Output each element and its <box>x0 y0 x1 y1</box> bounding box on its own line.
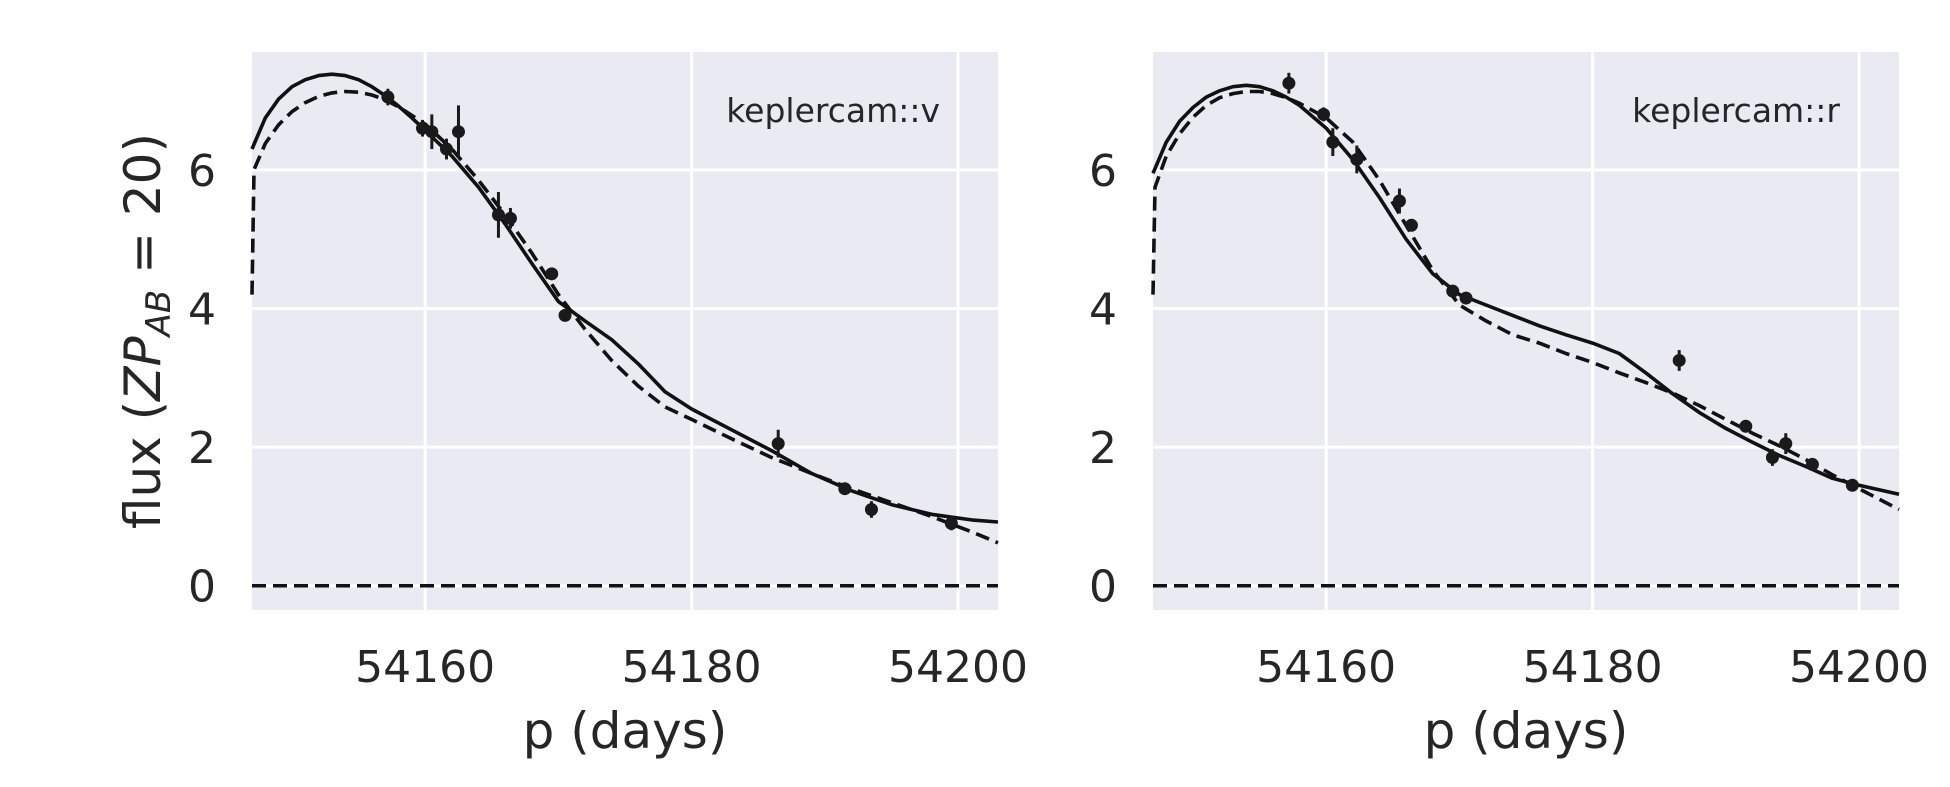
data-point <box>1446 284 1460 298</box>
data-point <box>558 308 572 322</box>
band-label-v: keplercam::v <box>726 91 940 130</box>
data-point <box>771 437 785 451</box>
panel-r: 54160 54180 54200 0 2 4 6 keplercam::r p (day… <box>1089 52 1929 760</box>
y-tick-label: 2 <box>188 423 216 474</box>
y-tick-labels-r: 0 2 4 6 <box>1089 146 1117 613</box>
x-tick-label: 54200 <box>888 642 1028 693</box>
y-axis-label-symbol: ZP <box>114 336 172 403</box>
data-point <box>1350 152 1364 166</box>
model-curve-dashed <box>1151 89 1900 512</box>
x-tick-labels-r: 54160 54180 54200 <box>1256 642 1929 693</box>
data-point <box>1845 478 1859 492</box>
y-tick-label: 4 <box>188 284 216 335</box>
data-point <box>1672 353 1686 367</box>
y-tick-label: 4 <box>1089 284 1117 335</box>
x-tick-label: 54180 <box>1523 642 1663 693</box>
model-curves-v <box>250 72 999 545</box>
model-curve-dashed <box>250 89 999 545</box>
model-curves-r <box>1151 83 1900 512</box>
y-tick-label: 6 <box>1089 146 1117 197</box>
y-axis-label-subscript: AB <box>139 290 179 339</box>
data-point <box>439 142 453 156</box>
y-axis-label-prefix: flux ( <box>114 401 172 529</box>
data-point <box>1392 194 1406 208</box>
y-axis-label: flux (ZPAB = 20) <box>114 133 179 529</box>
panel-v: 54160 54180 54200 0 2 4 6 keplercam::v p (day… <box>114 52 1028 760</box>
band-label-r: keplercam::r <box>1632 91 1840 130</box>
data-point <box>503 211 517 225</box>
data-point <box>944 516 958 530</box>
x-tick-label: 54180 <box>622 642 762 693</box>
y-tick-label: 0 <box>188 562 216 613</box>
data-point <box>1282 76 1296 90</box>
x-axis-label-r: p (days) <box>1424 702 1629 760</box>
plot-area-v <box>252 52 998 610</box>
data-point <box>1765 451 1779 465</box>
data-point <box>1739 419 1753 433</box>
data-point <box>864 502 878 516</box>
data-point <box>545 267 559 281</box>
y-tick-label: 6 <box>188 146 216 197</box>
y-axis-label-suffix: = 20) <box>114 133 172 290</box>
y-tick-label: 0 <box>1089 562 1117 613</box>
x-tick-labels-v: 54160 54180 54200 <box>355 642 1028 693</box>
model-curve-solid <box>1151 83 1900 496</box>
data-point <box>838 482 852 496</box>
data-points-v <box>381 88 958 531</box>
data-point <box>1404 218 1418 232</box>
x-tick-label: 54160 <box>1256 642 1396 693</box>
x-axis-label-v: p (days) <box>523 702 728 760</box>
data-point <box>451 125 465 139</box>
data-point <box>1317 107 1331 121</box>
x-tick-label: 54200 <box>1789 642 1929 693</box>
data-point <box>1326 135 1340 149</box>
data-point <box>491 208 505 222</box>
data-point <box>1459 291 1473 305</box>
data-point <box>1805 457 1819 471</box>
x-tick-label: 54160 <box>355 642 495 693</box>
data-points-r <box>1282 72 1859 492</box>
data-point <box>1779 437 1793 451</box>
data-point <box>425 125 439 139</box>
data-point <box>381 90 395 104</box>
plot-area-r <box>1153 52 1899 610</box>
y-tick-labels-v: 0 2 4 6 <box>188 146 216 613</box>
y-tick-label: 2 <box>1089 423 1117 474</box>
